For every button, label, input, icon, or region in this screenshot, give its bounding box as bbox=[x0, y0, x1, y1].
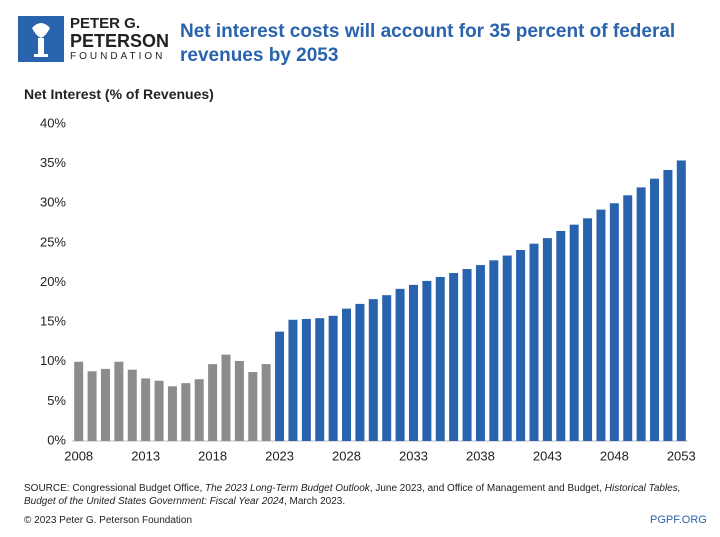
site-link: PGPF.ORG bbox=[650, 514, 707, 526]
bar bbox=[275, 331, 285, 441]
logo-icon bbox=[18, 16, 64, 62]
y-axis-title: Net Interest (% of Revenues) bbox=[24, 86, 214, 102]
logo-text: PETER G. PETERSON FOUNDATION bbox=[70, 16, 169, 63]
chart: 0% 5% 10% 15% 20% 25% 30% 35% 40% 2008 2013 2018 202… bbox=[40, 115, 696, 463]
bar bbox=[516, 250, 526, 441]
y-tick-label: 20% bbox=[40, 274, 66, 289]
bar bbox=[167, 386, 177, 441]
x-tick-label: 2043 bbox=[533, 448, 562, 463]
bar bbox=[475, 265, 485, 441]
bar bbox=[502, 255, 512, 441]
bar bbox=[556, 230, 566, 441]
x-tick-label: 2013 bbox=[131, 448, 160, 463]
y-tick-label: 25% bbox=[40, 234, 66, 249]
y-tick-label: 30% bbox=[40, 195, 66, 210]
bar bbox=[261, 364, 271, 441]
bar bbox=[583, 218, 593, 441]
bar bbox=[221, 354, 231, 441]
bar bbox=[462, 269, 472, 441]
bar bbox=[609, 203, 619, 441]
bar bbox=[368, 299, 378, 441]
bar bbox=[596, 209, 606, 441]
bar bbox=[676, 160, 686, 441]
bar bbox=[489, 260, 499, 441]
bar bbox=[154, 380, 164, 441]
bar bbox=[194, 379, 204, 441]
x-tick-label: 2028 bbox=[332, 448, 361, 463]
source-part: The 2023 Long-Term Budget Outlook bbox=[205, 483, 370, 494]
bar bbox=[74, 361, 84, 441]
bar bbox=[342, 308, 352, 441]
x-tick-label: 2038 bbox=[466, 448, 495, 463]
bar bbox=[408, 284, 418, 441]
chart-title: Net interest costs will account for 35 p… bbox=[180, 21, 676, 66]
bar bbox=[127, 369, 137, 441]
logo-line: PETERSON bbox=[70, 31, 170, 51]
logo-line: PETER G. bbox=[70, 15, 141, 32]
bar bbox=[449, 272, 459, 441]
bar bbox=[542, 238, 552, 441]
y-tick-label: 35% bbox=[40, 155, 66, 170]
x-tick-label: 2008 bbox=[64, 448, 93, 463]
bar bbox=[114, 361, 124, 441]
bar bbox=[663, 169, 673, 441]
bar bbox=[100, 368, 110, 441]
bar bbox=[395, 288, 405, 441]
x-tick-label: 2023 bbox=[265, 448, 294, 463]
bar bbox=[248, 372, 258, 441]
y-tick-label: 40% bbox=[40, 115, 66, 130]
source-part: , June 2023, and Office of Management an… bbox=[369, 483, 605, 494]
y-tick-label: 10% bbox=[40, 353, 66, 368]
bar bbox=[141, 378, 151, 441]
y-tick-label: 0% bbox=[47, 432, 66, 447]
bar bbox=[382, 295, 392, 441]
bar bbox=[422, 280, 432, 441]
source-note: SOURCE: Congressional Budget Office, The… bbox=[24, 482, 704, 508]
bar bbox=[301, 318, 311, 441]
source-part: SOURCE: Congressional Budget Office, bbox=[24, 483, 206, 494]
x-tick-label: 2053 bbox=[667, 448, 696, 463]
source-part: , March 2023. bbox=[283, 496, 346, 507]
bar bbox=[328, 315, 338, 441]
copyright: © 2023 Peter G. Peterson Foundation bbox=[24, 515, 193, 526]
source-part: Historical Tables, Budget of the United … bbox=[24, 483, 681, 507]
y-tick-label: 15% bbox=[40, 314, 66, 329]
x-tick-label: 2033 bbox=[399, 448, 428, 463]
bar bbox=[288, 319, 298, 441]
bar bbox=[650, 178, 660, 441]
bar bbox=[636, 187, 646, 441]
bar bbox=[234, 360, 244, 441]
bar bbox=[181, 383, 191, 441]
y-tick-label: 5% bbox=[47, 393, 66, 408]
x-tick-label: 2018 bbox=[198, 448, 227, 463]
x-tick-label: 2048 bbox=[600, 448, 629, 463]
bar bbox=[315, 318, 325, 441]
logo-line: FOUNDATION bbox=[70, 51, 166, 62]
bar bbox=[435, 276, 445, 441]
bar bbox=[87, 371, 97, 441]
bar bbox=[569, 224, 579, 441]
bar bbox=[355, 303, 365, 441]
bar bbox=[623, 195, 633, 441]
bar bbox=[529, 243, 539, 441]
bar bbox=[208, 364, 218, 441]
